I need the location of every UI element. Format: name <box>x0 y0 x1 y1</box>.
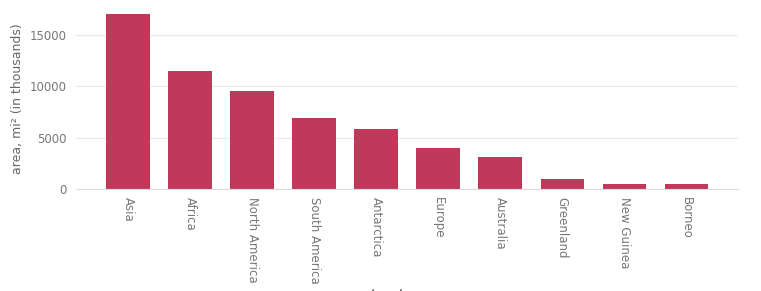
Bar <box>292 118 336 189</box>
Bar <box>479 157 522 189</box>
Y-axis label: area, mi² (in thousands): area, mi² (in thousands) <box>11 24 24 174</box>
Bar <box>540 179 584 189</box>
Bar <box>355 129 398 189</box>
X-axis label: landmass: landmass <box>371 289 444 291</box>
Bar <box>416 148 460 189</box>
Bar <box>231 91 274 189</box>
Bar <box>107 14 150 189</box>
Bar <box>168 71 212 189</box>
Bar <box>664 184 708 189</box>
Bar <box>603 184 646 189</box>
